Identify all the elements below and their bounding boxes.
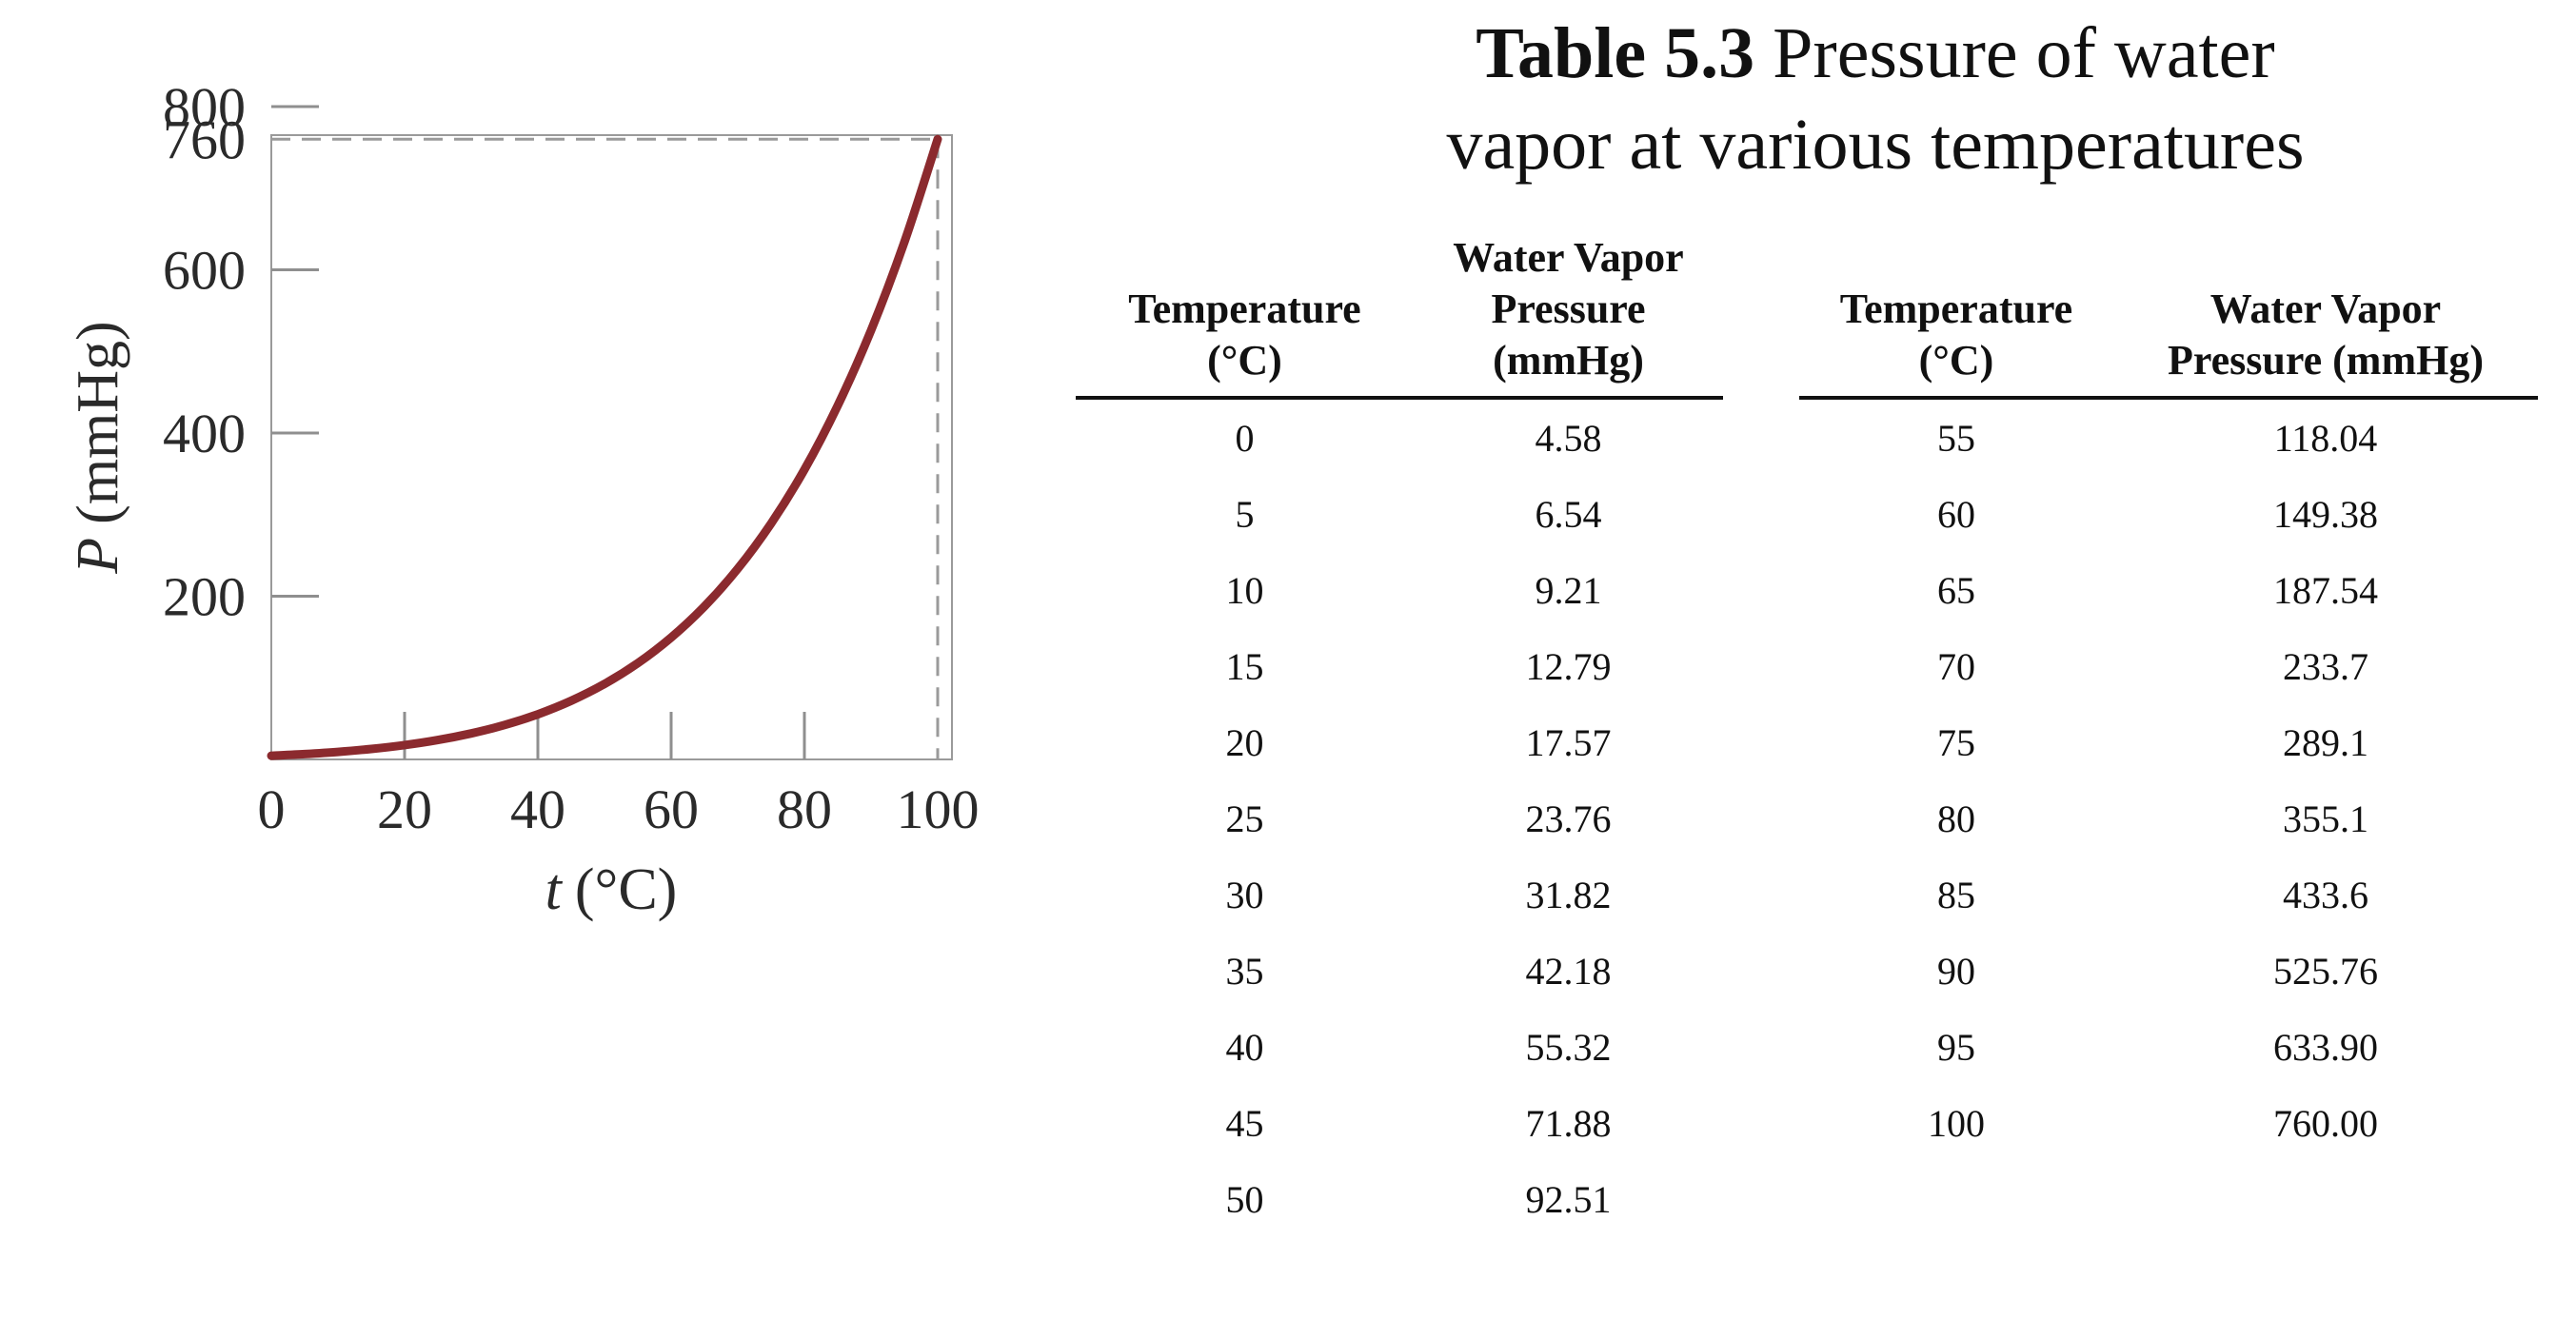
pressure-cell: 433.6 xyxy=(2283,873,2368,916)
temperature-header: Temperature (°C) xyxy=(1799,226,2113,400)
vapor-pressure-table-right: Temperature (°C) Water Vapor Pressure (mmHg… xyxy=(1799,226,2538,1161)
temperature-cell: 25 xyxy=(1225,797,1264,840)
temperature-cell: 5 xyxy=(1235,492,1255,536)
temperature-cell: 55 xyxy=(1937,416,1975,460)
temperature-cell: 90 xyxy=(1937,949,1975,993)
temperature-cell: 75 xyxy=(1937,720,1975,764)
pressure-cell: 17.57 xyxy=(1525,720,1612,764)
temperature-cell: 95 xyxy=(1937,1025,1975,1069)
temperature-cell: 10 xyxy=(1225,568,1264,612)
pressure-cell: 31.82 xyxy=(1525,873,1612,916)
x-tick-label: 40 xyxy=(510,778,565,840)
y-tick-label: 400 xyxy=(163,403,246,464)
y-tick-label: 760 xyxy=(163,108,246,170)
y-axis-title: P (mmHg) xyxy=(66,321,130,574)
table-row: 45 71.88 xyxy=(1076,1085,1723,1161)
pressure-cell: 71.88 xyxy=(1525,1101,1612,1145)
pressure-cell: 289.1 xyxy=(2283,720,2368,764)
pressure-cell: 233.7 xyxy=(2283,644,2368,688)
pressure-cell: 760.00 xyxy=(2273,1101,2378,1145)
table-row: 55 118.04 xyxy=(1799,398,2538,476)
pressure-cell: 42.18 xyxy=(1525,949,1612,993)
x-tick-label: 20 xyxy=(377,778,432,840)
pressure-cell: 4.58 xyxy=(1535,416,1602,460)
temperature-cell: 70 xyxy=(1937,644,1975,688)
pressure-cell: 118.04 xyxy=(2273,416,2378,460)
pressure-cell: 9.21 xyxy=(1535,568,1602,612)
pressure-cell: 12.79 xyxy=(1525,644,1612,688)
y-tick-label: 800 xyxy=(163,76,246,138)
temperature-cell: 65 xyxy=(1937,568,1975,612)
temperature-cell: 45 xyxy=(1225,1101,1264,1145)
pressure-header: Water Vapor Pressure (mmHg) xyxy=(2113,226,2538,400)
pressure-cell: 55.32 xyxy=(1525,1025,1612,1069)
pressure-cell: 355.1 xyxy=(2283,797,2368,840)
table-row: 35 42.18 xyxy=(1076,933,1723,1009)
table-row: 75 289.1 xyxy=(1799,704,2538,780)
temperature-cell: 100 xyxy=(1928,1101,1985,1145)
temperature-cell: 0 xyxy=(1235,416,1255,460)
table-row: 30 31.82 xyxy=(1076,856,1723,933)
vapor-pressure-table-left: Temperature (°C) Water Vapor Pressure (mmHg)… xyxy=(1076,226,1723,1237)
x-axis-unit: (°C) xyxy=(575,857,677,922)
reference-lines xyxy=(271,137,940,759)
table-row: 85 433.6 xyxy=(1799,856,2538,933)
x-axis-title: t (°C) xyxy=(545,857,678,922)
table-number: Table 5.3 xyxy=(1476,13,1755,93)
temperature-cell: 80 xyxy=(1937,797,1975,840)
table-row: 5 6.54 xyxy=(1076,476,1723,552)
y-tick-label: 600 xyxy=(163,240,246,302)
table-row: 20 17.57 xyxy=(1076,704,1723,780)
temperature-cell: 20 xyxy=(1225,720,1264,764)
table-row: 0 4.58 xyxy=(1076,398,1723,476)
temperature-cell: 30 xyxy=(1225,873,1264,916)
vapor-pressure-curve xyxy=(267,134,942,760)
pressure-cell: 633.90 xyxy=(2273,1025,2378,1069)
pressure-cell: 525.76 xyxy=(2273,949,2378,993)
table-row: 10 9.21 xyxy=(1076,552,1723,628)
table-row: 50 92.51 xyxy=(1076,1161,1723,1237)
table-row: 90 525.76 xyxy=(1799,933,2538,1009)
table-row: 40 55.32 xyxy=(1076,1009,1723,1085)
table-title-text: Pressure of water xyxy=(1754,13,2275,93)
table-title: Table 5.3 Pressure of water vapor at var… xyxy=(1352,8,2399,190)
temperature-cell: 85 xyxy=(1937,873,1975,916)
table-row: 60 149.38 xyxy=(1799,476,2538,552)
table-row: 70 233.7 xyxy=(1799,628,2538,704)
x-tick-label: 100 xyxy=(897,778,980,840)
pressure-cell: 6.54 xyxy=(1535,492,1602,536)
axis-ticks xyxy=(271,105,806,759)
table-row: 15 12.79 xyxy=(1076,628,1723,704)
pressure-header: Water Vapor Pressure (mmHg) xyxy=(1414,226,1723,400)
x-tick-label: 0 xyxy=(258,778,286,840)
temperature-header: Temperature (°C) xyxy=(1076,226,1414,400)
y-axis-var: P xyxy=(66,538,130,575)
pressure-cell: 187.54 xyxy=(2273,568,2378,612)
temperature-cell: 50 xyxy=(1225,1177,1264,1221)
x-axis-var: t xyxy=(545,857,564,922)
pressure-cell: 23.76 xyxy=(1525,797,1612,840)
x-tick-label: 60 xyxy=(644,778,699,840)
table-row: 95 633.90 xyxy=(1799,1009,2538,1085)
y-tick-label: 200 xyxy=(163,566,246,628)
table-title-line2: vapor at various temperatures xyxy=(1446,105,2305,185)
table-header-row: Temperature (°C) Water Vapor Pressure (mmHg… xyxy=(1799,226,2538,400)
x-tick-label: 80 xyxy=(777,778,832,840)
y-axis-unit: (mmHg) xyxy=(66,321,130,524)
temperature-cell: 35 xyxy=(1225,949,1264,993)
temperature-cell: 15 xyxy=(1225,644,1264,688)
plot-frame xyxy=(270,134,953,760)
table-row: 65 187.54 xyxy=(1799,552,2538,628)
temperature-cell: 40 xyxy=(1225,1025,1264,1069)
table-header-row: Temperature (°C) Water Vapor Pressure (mmHg) xyxy=(1076,226,1723,400)
table-title-line1: Table 5.3 Pressure of water xyxy=(1352,8,2399,99)
table-row: 80 355.1 xyxy=(1799,780,2538,856)
temperature-cell: 60 xyxy=(1937,492,1975,536)
table-row: 25 23.76 xyxy=(1076,780,1723,856)
pressure-cell: 92.51 xyxy=(1525,1177,1612,1221)
table-row: 100 760.00 xyxy=(1799,1085,2538,1161)
pressure-cell: 149.38 xyxy=(2273,492,2378,536)
